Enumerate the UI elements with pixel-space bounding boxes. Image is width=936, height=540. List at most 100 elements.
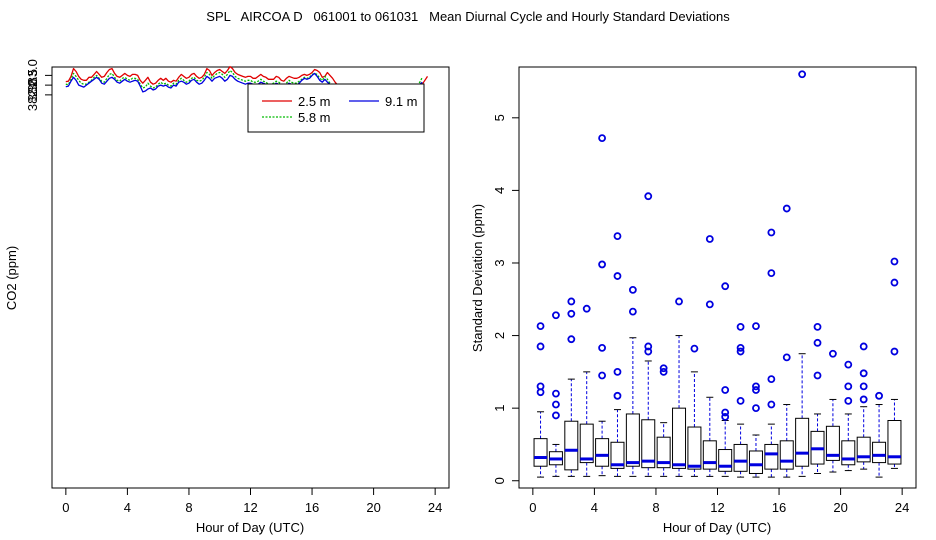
box-outlier-point [644,342,653,351]
box-outlier-point [536,382,545,391]
box-outlier-point [782,204,791,213]
box-outlier-point [721,386,730,394]
box-hour-18.5 [810,322,825,474]
box-outlier-point [567,297,576,306]
legend-box [247,83,425,133]
right-x-tick-label: 0 [529,500,536,515]
box-iqr [625,413,640,467]
box-outlier-point [767,269,776,278]
box-iqr [702,440,717,470]
box-hour-15.5 [764,228,779,478]
box-hour-22.5 [872,391,887,478]
box-outlier-point [844,396,853,405]
right-x-tick-label: 20 [833,500,847,515]
box-hour-20.5 [841,360,856,472]
box-hour-21.5 [856,342,871,470]
box-outlier-point [628,285,637,294]
box-outlier-point [582,304,591,313]
box-outlier-point [598,134,606,143]
box-outlier-point [813,322,822,331]
box-hour-23.5 [887,257,902,469]
box-outlier-point [721,408,730,417]
left-x-tick-label: 12 [243,500,257,515]
left-y-tick-label: 382.5 [25,69,40,102]
box-outlier-point [859,342,868,351]
box-outlier-point [752,404,760,413]
box-outlier-point [736,344,745,352]
box-iqr [610,441,625,469]
box-outlier-point [552,311,560,320]
box-group [533,70,902,478]
box-hour-10.5 [687,344,702,477]
left-x-tick-label: 0 [62,500,69,515]
box-outlier-point [536,342,545,351]
box-outlier-point [644,347,653,356]
box-hour-8.5 [656,364,671,477]
box-outlier-point [690,344,699,353]
right-x-tick-label: 12 [710,500,724,515]
box-iqr [656,436,671,469]
right-x-axis-label: Hour of Day (UTC) [663,520,771,535]
box-outlier-point [752,382,760,391]
box-iqr [687,426,702,470]
box-outlier-point [613,391,622,400]
box-outlier-point [813,338,822,347]
box-outlier-point [767,228,776,237]
box-iqr [672,407,687,469]
box-hour-11.5 [702,235,717,477]
box-hour-6.5 [625,285,640,477]
box-outlier-point [598,371,606,380]
legend: 2.5 m 5.8 m 9.1 m [247,83,425,133]
box-outlier-point [721,282,730,291]
legend-label-9-1m: 9.1 m [385,94,418,109]
right-y-tick-label: 2 [492,332,507,339]
box-outlier-point [844,360,853,369]
right-x-tick-label: 8 [652,500,659,515]
left-x-tick-label: 8 [185,500,192,515]
box-outlier-point [536,322,545,331]
box-outlier-point [859,395,868,404]
box-iqr [718,449,733,472]
box-outlier-point [767,375,776,384]
left-x-tick-label: 20 [366,500,380,515]
left-x-tick-label: 24 [428,500,442,515]
box-iqr [748,450,763,474]
box-hour-16.5 [779,204,794,478]
box-outlier-point [613,367,622,376]
box-outlier-point [859,369,868,378]
box-hour-7.5 [641,192,656,477]
box-outlier-point [659,367,668,376]
box-outlier-point [767,400,776,409]
left-x-tick-label: 16 [305,500,319,515]
legend-label-5-8m: 5.8 m [298,110,331,125]
box-hour-3.5 [579,304,594,477]
box-outlier-point [752,386,760,394]
box-outlier-point [829,349,837,358]
box-outlier-point [798,70,807,79]
right-y-tick-label: 1 [492,405,507,412]
right-y-tick-label: 0 [492,477,507,484]
box-outlier-point [613,272,622,280]
box-hour-5.5 [610,232,625,477]
box-outlier-point [705,300,714,309]
box-outlier-point [552,389,560,398]
box-iqr [779,440,794,470]
box-outlier-point [890,347,899,356]
box-hour-0.5 [533,322,548,478]
box-outlier-point [752,322,760,331]
box-outlier-point [875,391,883,400]
box-outlier-point [890,278,899,287]
box-hour-14.5 [748,322,763,478]
box-outlier-point [890,257,899,266]
box-outlier-point [782,353,791,362]
box-outlier-point [675,297,683,306]
box-outlier-point [859,382,868,391]
box-hour-13.5 [733,322,748,478]
page-title: SPL AIRCOA D 061001 to 061031 Mean Diurn… [206,9,730,24]
right-x-tick-label: 4 [591,500,598,515]
